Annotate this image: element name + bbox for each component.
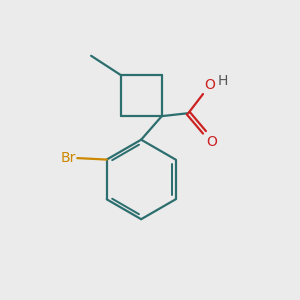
Text: O: O: [205, 78, 215, 92]
Text: H: H: [217, 74, 227, 88]
Text: Br: Br: [61, 151, 76, 165]
Text: O: O: [206, 135, 217, 149]
